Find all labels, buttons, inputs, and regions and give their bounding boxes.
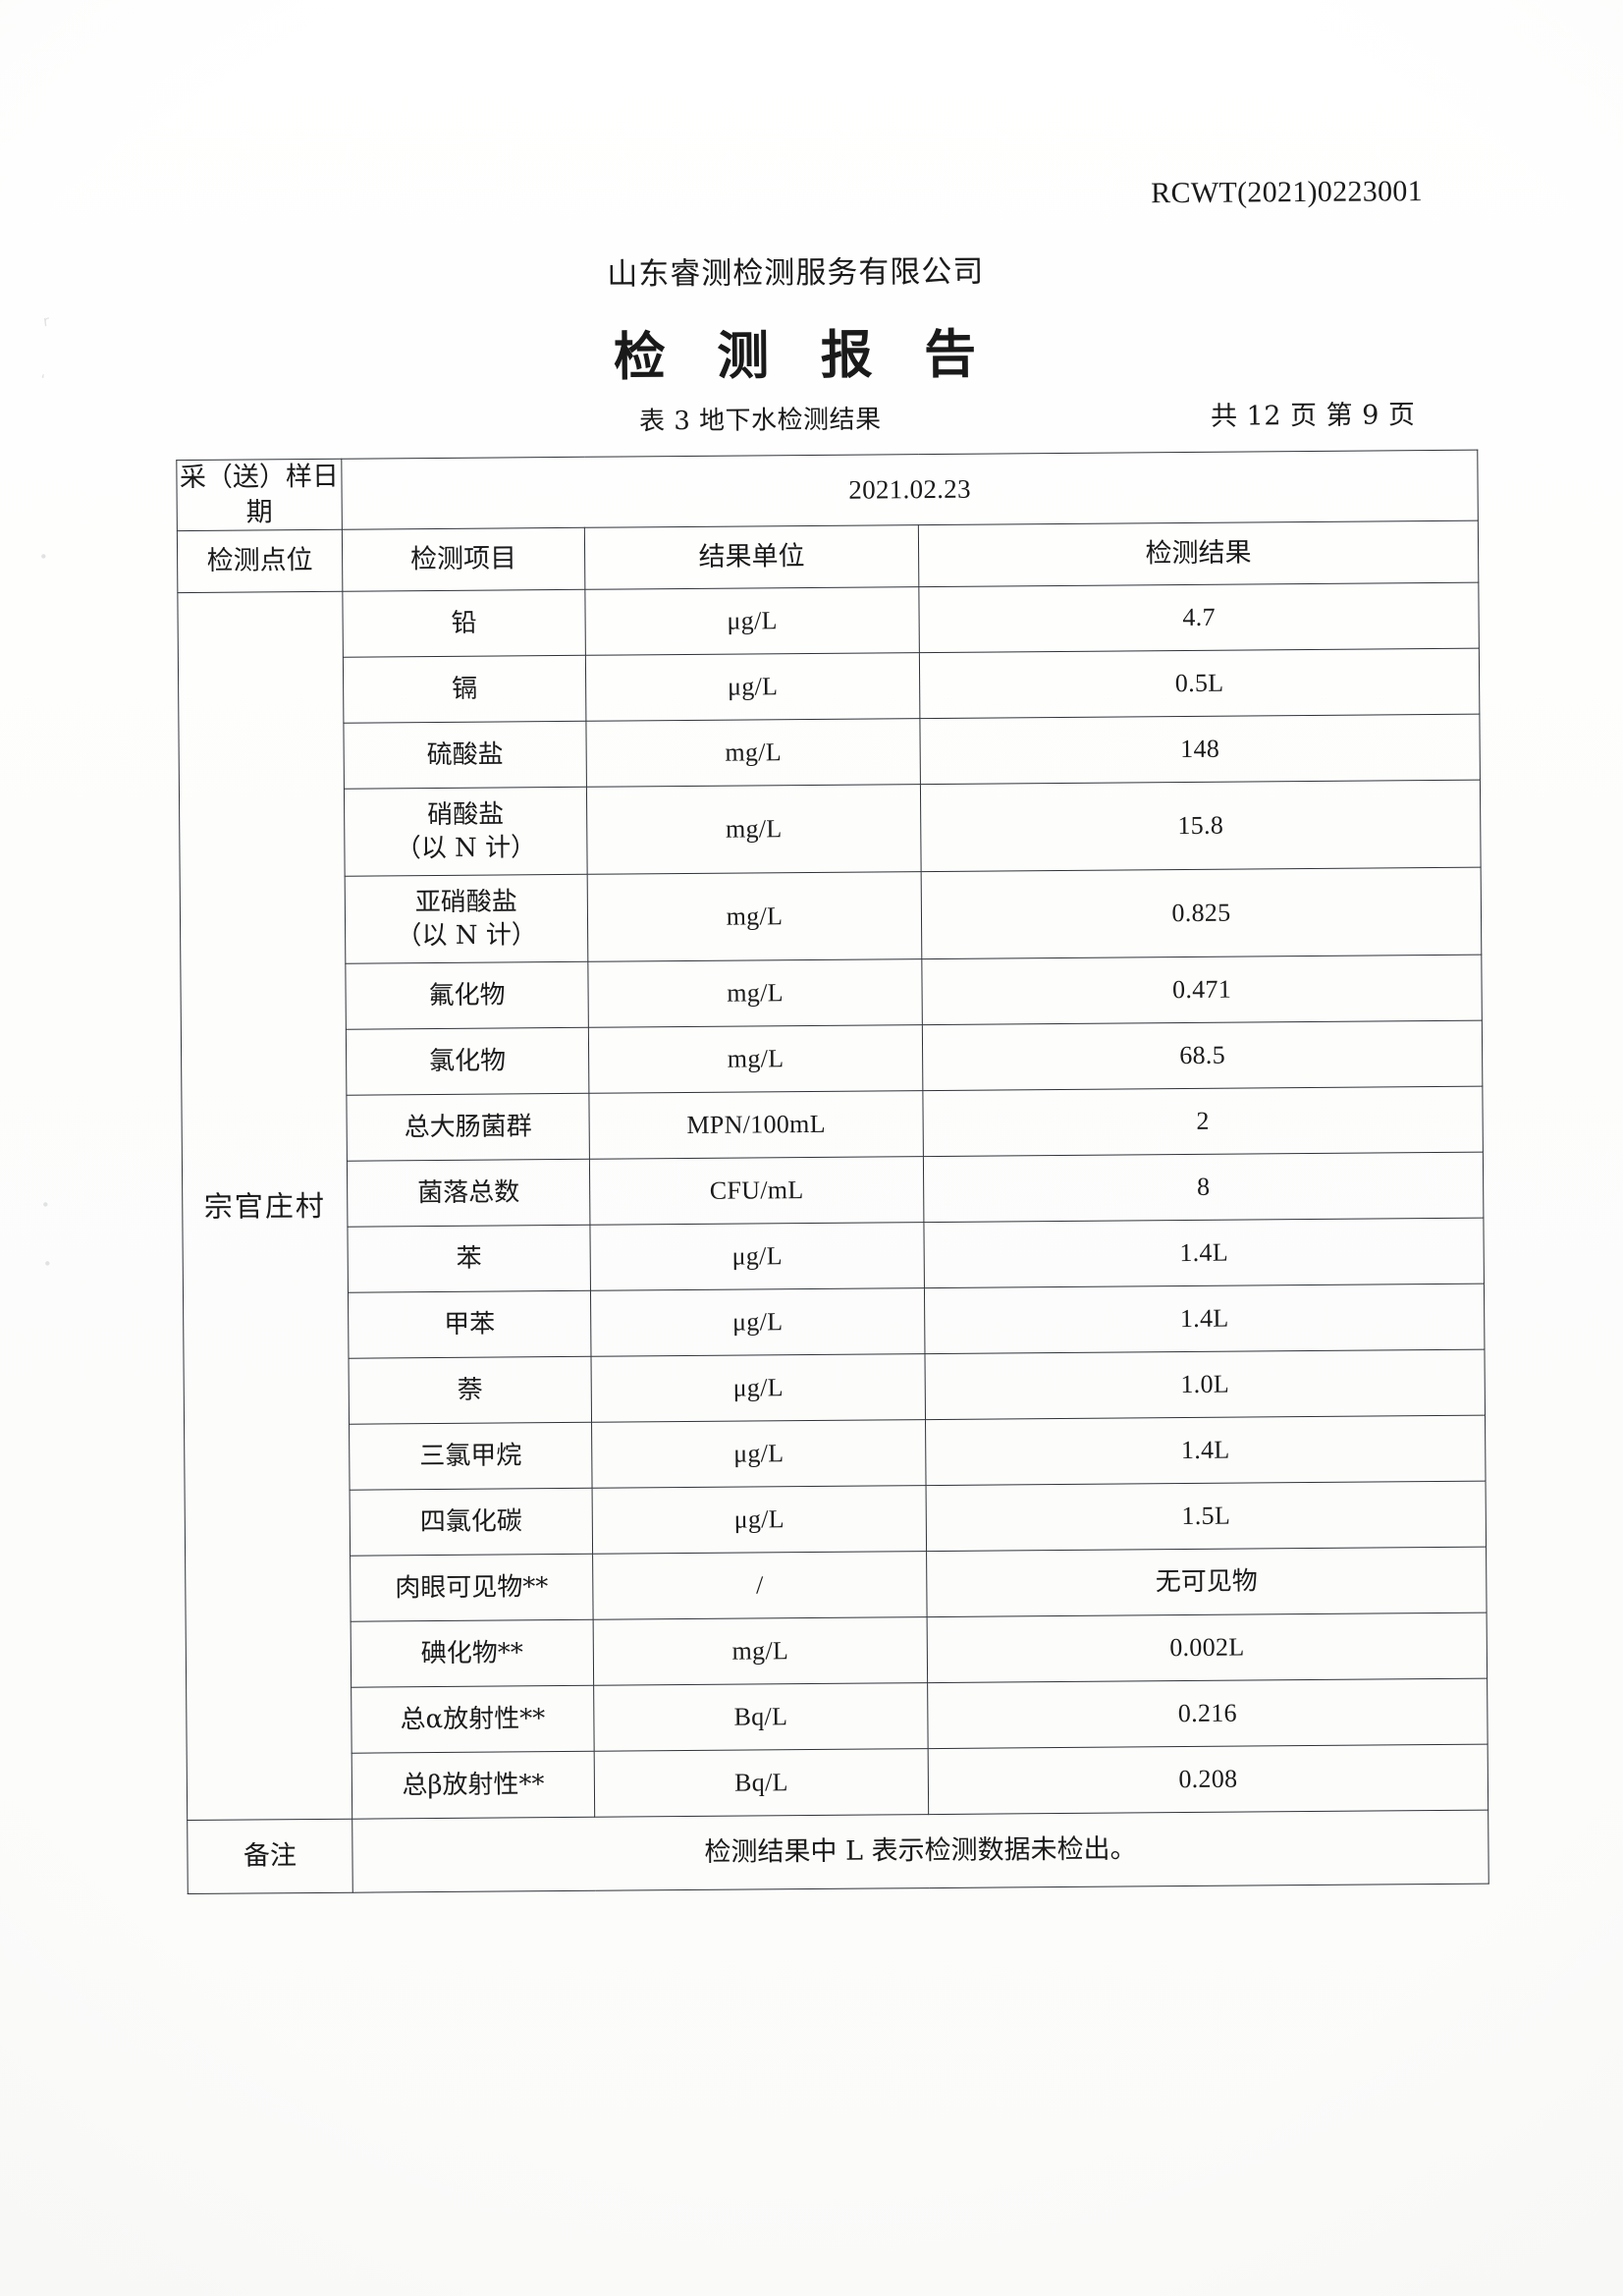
item-result: 2: [922, 1086, 1484, 1157]
table-row: 总α放射性** Bq/L 0.216: [187, 1678, 1488, 1754]
item-unit: mg/L: [585, 718, 921, 788]
item-name: 菌落总数: [347, 1159, 590, 1228]
item-result: 68.5: [922, 1020, 1483, 1091]
table-row: 硫酸盐 mg/L 148: [179, 714, 1481, 790]
item-result: 0.825: [921, 867, 1482, 959]
column-header-item: 检测项目: [342, 527, 585, 592]
company-name: 山东睿测检测服务有限公司: [607, 253, 985, 293]
item-name: 氯化物: [346, 1027, 589, 1096]
column-header-unit: 结果单位: [584, 524, 919, 590]
table-row: 甲苯 μg/L 1.4L: [183, 1284, 1485, 1359]
item-result: 1.0L: [924, 1349, 1486, 1420]
item-result: 无可见物: [926, 1547, 1488, 1617]
item-result: 0.5L: [919, 648, 1480, 719]
item-unit: CFU/mL: [589, 1156, 924, 1226]
item-result: 0.471: [921, 955, 1483, 1025]
item-result: 15.8: [920, 780, 1482, 872]
table-row: 肉眼可见物** / 无可见物: [186, 1547, 1488, 1622]
sampling-date-value: 2021.02.23: [341, 450, 1479, 530]
item-name: 苯: [347, 1225, 591, 1293]
table-row: 苯 μg/L 1.4L: [183, 1218, 1485, 1293]
item-unit: MPN/100mL: [588, 1090, 924, 1160]
item-unit: mg/L: [586, 784, 922, 875]
column-header-site: 检测点位: [177, 529, 343, 593]
table-row: 萘 μg/L 1.0L: [184, 1349, 1486, 1425]
table-row: 四氯化碳 μg/L 1.5L: [185, 1481, 1487, 1557]
table-row: 宗官庄村 铅 μg/L 4.7: [177, 582, 1480, 1821]
report-number: RCWT(2021)0223001: [1151, 175, 1424, 210]
item-name-line1: 硝酸盐: [427, 799, 505, 831]
item-name: 硝酸盐 （以 N 计）: [344, 787, 588, 877]
item-result: 1.4L: [925, 1415, 1487, 1486]
item-unit: μg/L: [584, 586, 920, 656]
remark-text: 检测结果中 L 表示检测数据未检出。: [352, 1810, 1489, 1893]
table-row: 氯化物 mg/L 68.5: [181, 1020, 1483, 1096]
item-name: 亚硝酸盐 （以 N 计）: [345, 874, 588, 964]
item-unit: μg/L: [590, 1287, 925, 1357]
item-name: 总大肠菌群: [346, 1093, 590, 1162]
item-unit: mg/L: [588, 1024, 923, 1094]
site-name-cell: 宗官庄村: [177, 591, 352, 1821]
item-result: 1.4L: [924, 1284, 1485, 1354]
page-number: 共 12 页 第 9 页: [1210, 400, 1416, 432]
page-title: 检 测 报 告: [613, 323, 994, 388]
sampling-date-label: 采（送）样日期: [176, 459, 343, 531]
table-row: 三氯甲烷 μg/L 1.4L: [185, 1415, 1487, 1491]
item-name: 氟化物: [345, 961, 589, 1030]
item-result: 8: [923, 1152, 1484, 1223]
item-name: 甲苯: [348, 1290, 591, 1359]
item-name-line2: （以 N 计）: [395, 833, 537, 864]
remark-label: 备注: [187, 1819, 353, 1894]
table-caption: 表 3 地下水检测结果: [638, 405, 882, 437]
table-row: 硝酸盐 （以 N 计） mg/L 15.8: [179, 780, 1482, 877]
item-unit: /: [592, 1551, 928, 1620]
table-row: 总大肠菌群 MPN/100mL 2: [182, 1086, 1484, 1162]
item-result: 148: [919, 714, 1481, 785]
table-header-row: 检测点位 检测项目 结果单位 检测结果: [177, 520, 1479, 593]
item-name-line2: （以 N 计）: [396, 920, 537, 952]
item-unit: Bq/L: [594, 1748, 929, 1818]
item-name: 三氯甲烷: [349, 1422, 593, 1491]
item-unit: Bq/L: [593, 1682, 929, 1752]
item-name: 四氯化碳: [350, 1488, 593, 1557]
table-row: 总β放射性** Bq/L 0.208: [187, 1744, 1488, 1820]
table-row: 氟化物 mg/L 0.471: [181, 955, 1483, 1030]
item-unit: μg/L: [589, 1222, 925, 1291]
item-result: 1.4L: [923, 1218, 1485, 1288]
item-unit: μg/L: [592, 1485, 927, 1555]
item-result: 0.216: [927, 1678, 1488, 1749]
item-result: 1.5L: [926, 1481, 1487, 1552]
item-unit: μg/L: [590, 1353, 926, 1423]
item-unit: μg/L: [585, 652, 920, 722]
item-unit: mg/L: [587, 958, 923, 1028]
table-row: 碘化物** mg/L 0.002L: [186, 1613, 1488, 1688]
item-name: 萘: [349, 1356, 592, 1425]
item-result: 0.002L: [927, 1613, 1488, 1683]
groundwater-results-table: 采（送）样日期 2021.02.23 检测点位 检测项目 结果单位 检测结果 宗…: [176, 450, 1489, 1895]
item-name: 总β放射性**: [352, 1751, 595, 1820]
table-row-sampling-date: 采（送）样日期 2021.02.23: [176, 450, 1479, 531]
table-row-remark: 备注 检测结果中 L 表示检测数据未检出。: [187, 1810, 1489, 1894]
item-result: 4.7: [918, 582, 1480, 653]
item-unit: mg/L: [587, 871, 922, 962]
table-row: 菌落总数 CFU/mL 8: [182, 1152, 1484, 1228]
item-name: 碘化物**: [351, 1619, 594, 1688]
item-unit: μg/L: [591, 1419, 927, 1489]
column-header-result: 检测结果: [918, 520, 1479, 587]
item-name-line1: 亚硝酸盐: [414, 887, 517, 918]
table-row: 亚硝酸盐 （以 N 计） mg/L 0.825: [180, 867, 1482, 964]
item-unit: mg/L: [593, 1616, 928, 1686]
item-name: 肉眼可见物**: [350, 1554, 594, 1622]
item-name: 镉: [343, 655, 586, 724]
item-name: 硫酸盐: [343, 721, 587, 790]
item-name: 铅: [342, 589, 586, 658]
table-row: 镉 μg/L 0.5L: [178, 648, 1480, 724]
item-result: 0.208: [928, 1744, 1488, 1815]
item-name: 总α放射性**: [351, 1685, 595, 1754]
